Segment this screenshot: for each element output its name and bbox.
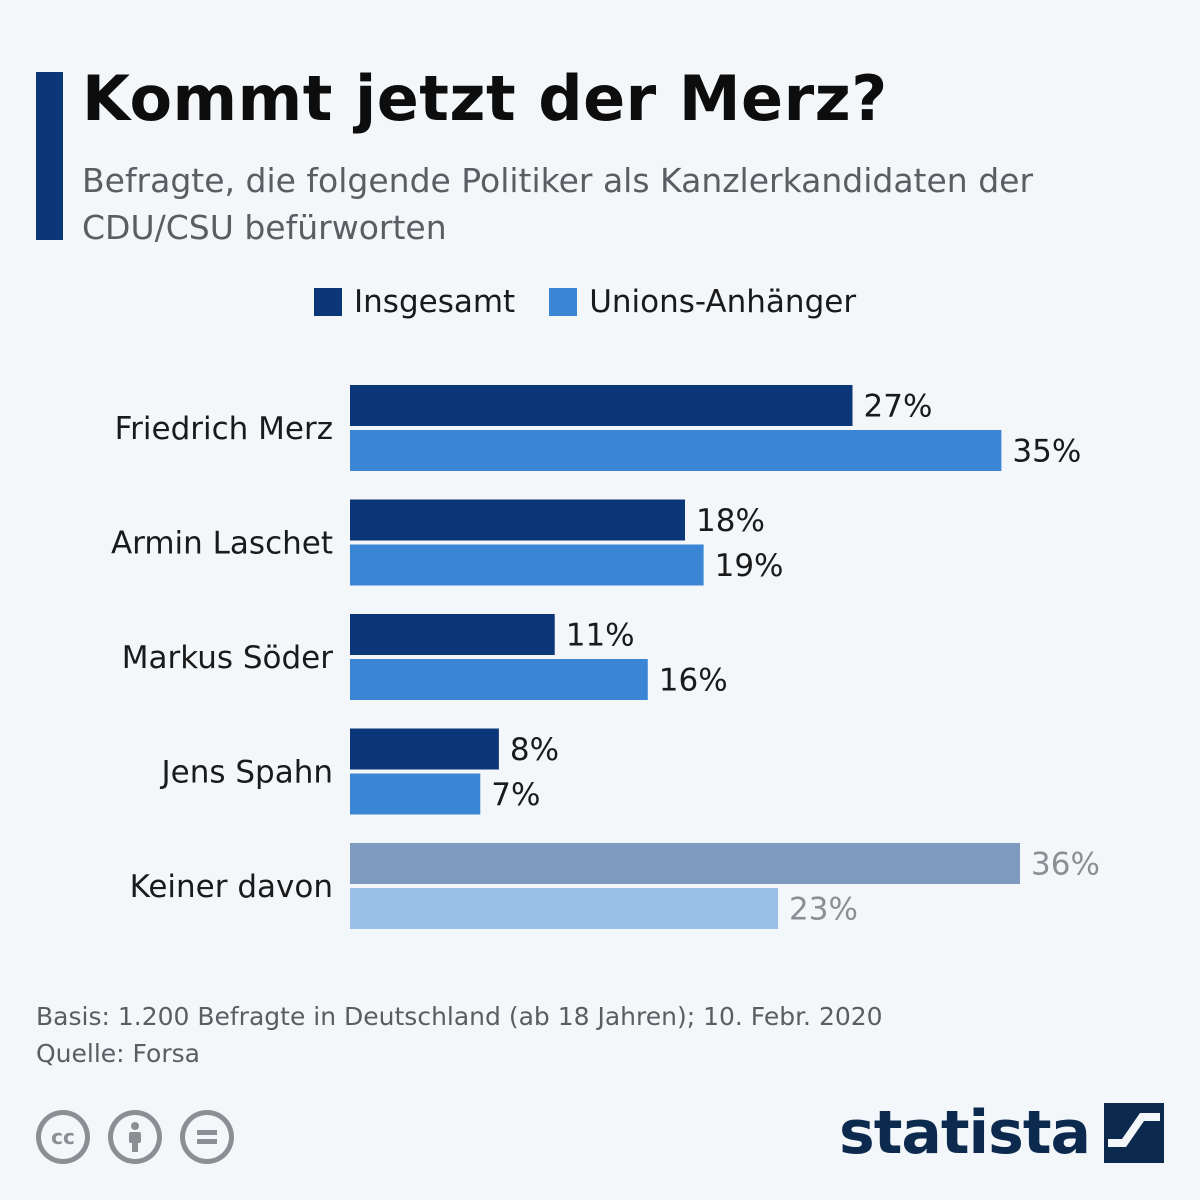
legend-label-insgesamt: Insgesamt	[354, 284, 516, 320]
statista-logo-icon	[1104, 1103, 1164, 1163]
bar-friedrich-merz-unions-anhanger	[350, 430, 1002, 471]
bar-keiner-davon-insgesamt	[350, 843, 1020, 884]
legend-swatch-insgesamt	[314, 288, 342, 316]
value-label-armin-laschet-insgesamt: 18%	[696, 503, 765, 539]
bar-jens-spahn-insgesamt	[350, 728, 499, 770]
category-label-friedrich-merz: Friedrich Merz	[115, 411, 333, 447]
bar-armin-laschet-insgesamt	[350, 499, 685, 541]
legend-swatch-unions-anhaenger	[549, 288, 578, 316]
value-label-armin-laschet-unions-anhanger: 19%	[715, 548, 784, 584]
value-label-keiner-davon-insgesamt: 36%	[1031, 847, 1100, 883]
value-label-markus-soder-insgesamt: 11%	[566, 618, 635, 654]
bar-markus-soder-unions-anhanger	[350, 659, 648, 700]
bar-jens-spahn-unions-anhanger	[350, 773, 481, 815]
bar-markus-soder-insgesamt	[350, 614, 555, 655]
brand-wordmark: statista	[838, 1098, 1091, 1168]
bar-armin-laschet-unions-anhanger	[350, 544, 704, 586]
bar-friedrich-merz-insgesamt	[350, 385, 853, 426]
legend-item-insgesamt: Insgesamt	[314, 284, 515, 320]
category-label-markus-soder: Markus Söder	[122, 640, 334, 676]
category-label-armin-laschet: Armin Laschet	[111, 526, 333, 562]
no-derivatives-icon[interactable]	[180, 1110, 234, 1164]
title-accent-bar	[36, 72, 63, 240]
value-label-markus-soder-unions-anhanger: 16%	[659, 663, 728, 699]
license-icons: cc	[36, 1110, 252, 1164]
value-label-jens-spahn-unions-anhanger: 7%	[491, 777, 540, 813]
value-label-friedrich-merz-insgesamt: 27%	[864, 389, 933, 425]
creative-commons-icon[interactable]: cc	[36, 1110, 90, 1164]
statista-brand[interactable]: statista	[839, 1098, 1164, 1168]
bar-keiner-davon-unions-anhanger	[350, 888, 779, 929]
value-label-jens-spahn-insgesamt: 8%	[510, 732, 559, 768]
footer-basis: Basis: 1.200 Befragte in Deutschland (ab…	[36, 1002, 883, 1031]
category-label-keiner-davon: Keiner davon	[130, 869, 333, 905]
category-label-jens-spahn: Jens Spahn	[159, 755, 333, 791]
footer-source: Quelle: Forsa	[36, 1039, 200, 1068]
chart-subtitle: Befragte, die folgende Politiker als Kan…	[82, 161, 1034, 247]
value-label-friedrich-merz-unions-anhanger: 35%	[1012, 434, 1081, 470]
legend: Insgesamt Unions-Anhänger	[314, 282, 890, 322]
attribution-icon[interactable]	[108, 1110, 162, 1164]
legend-label-unions-anhaenger: Unions-Anhänger	[589, 284, 857, 320]
chart-title: Kommt jetzt der Merz?	[82, 62, 888, 135]
legend-item-unions-anhaenger: Unions-Anhänger	[549, 284, 856, 320]
value-label-keiner-davon-unions-anhanger: 23%	[789, 892, 858, 928]
footer: Basis: 1.200 Befragte in Deutschland (ab…	[36, 998, 883, 1072]
